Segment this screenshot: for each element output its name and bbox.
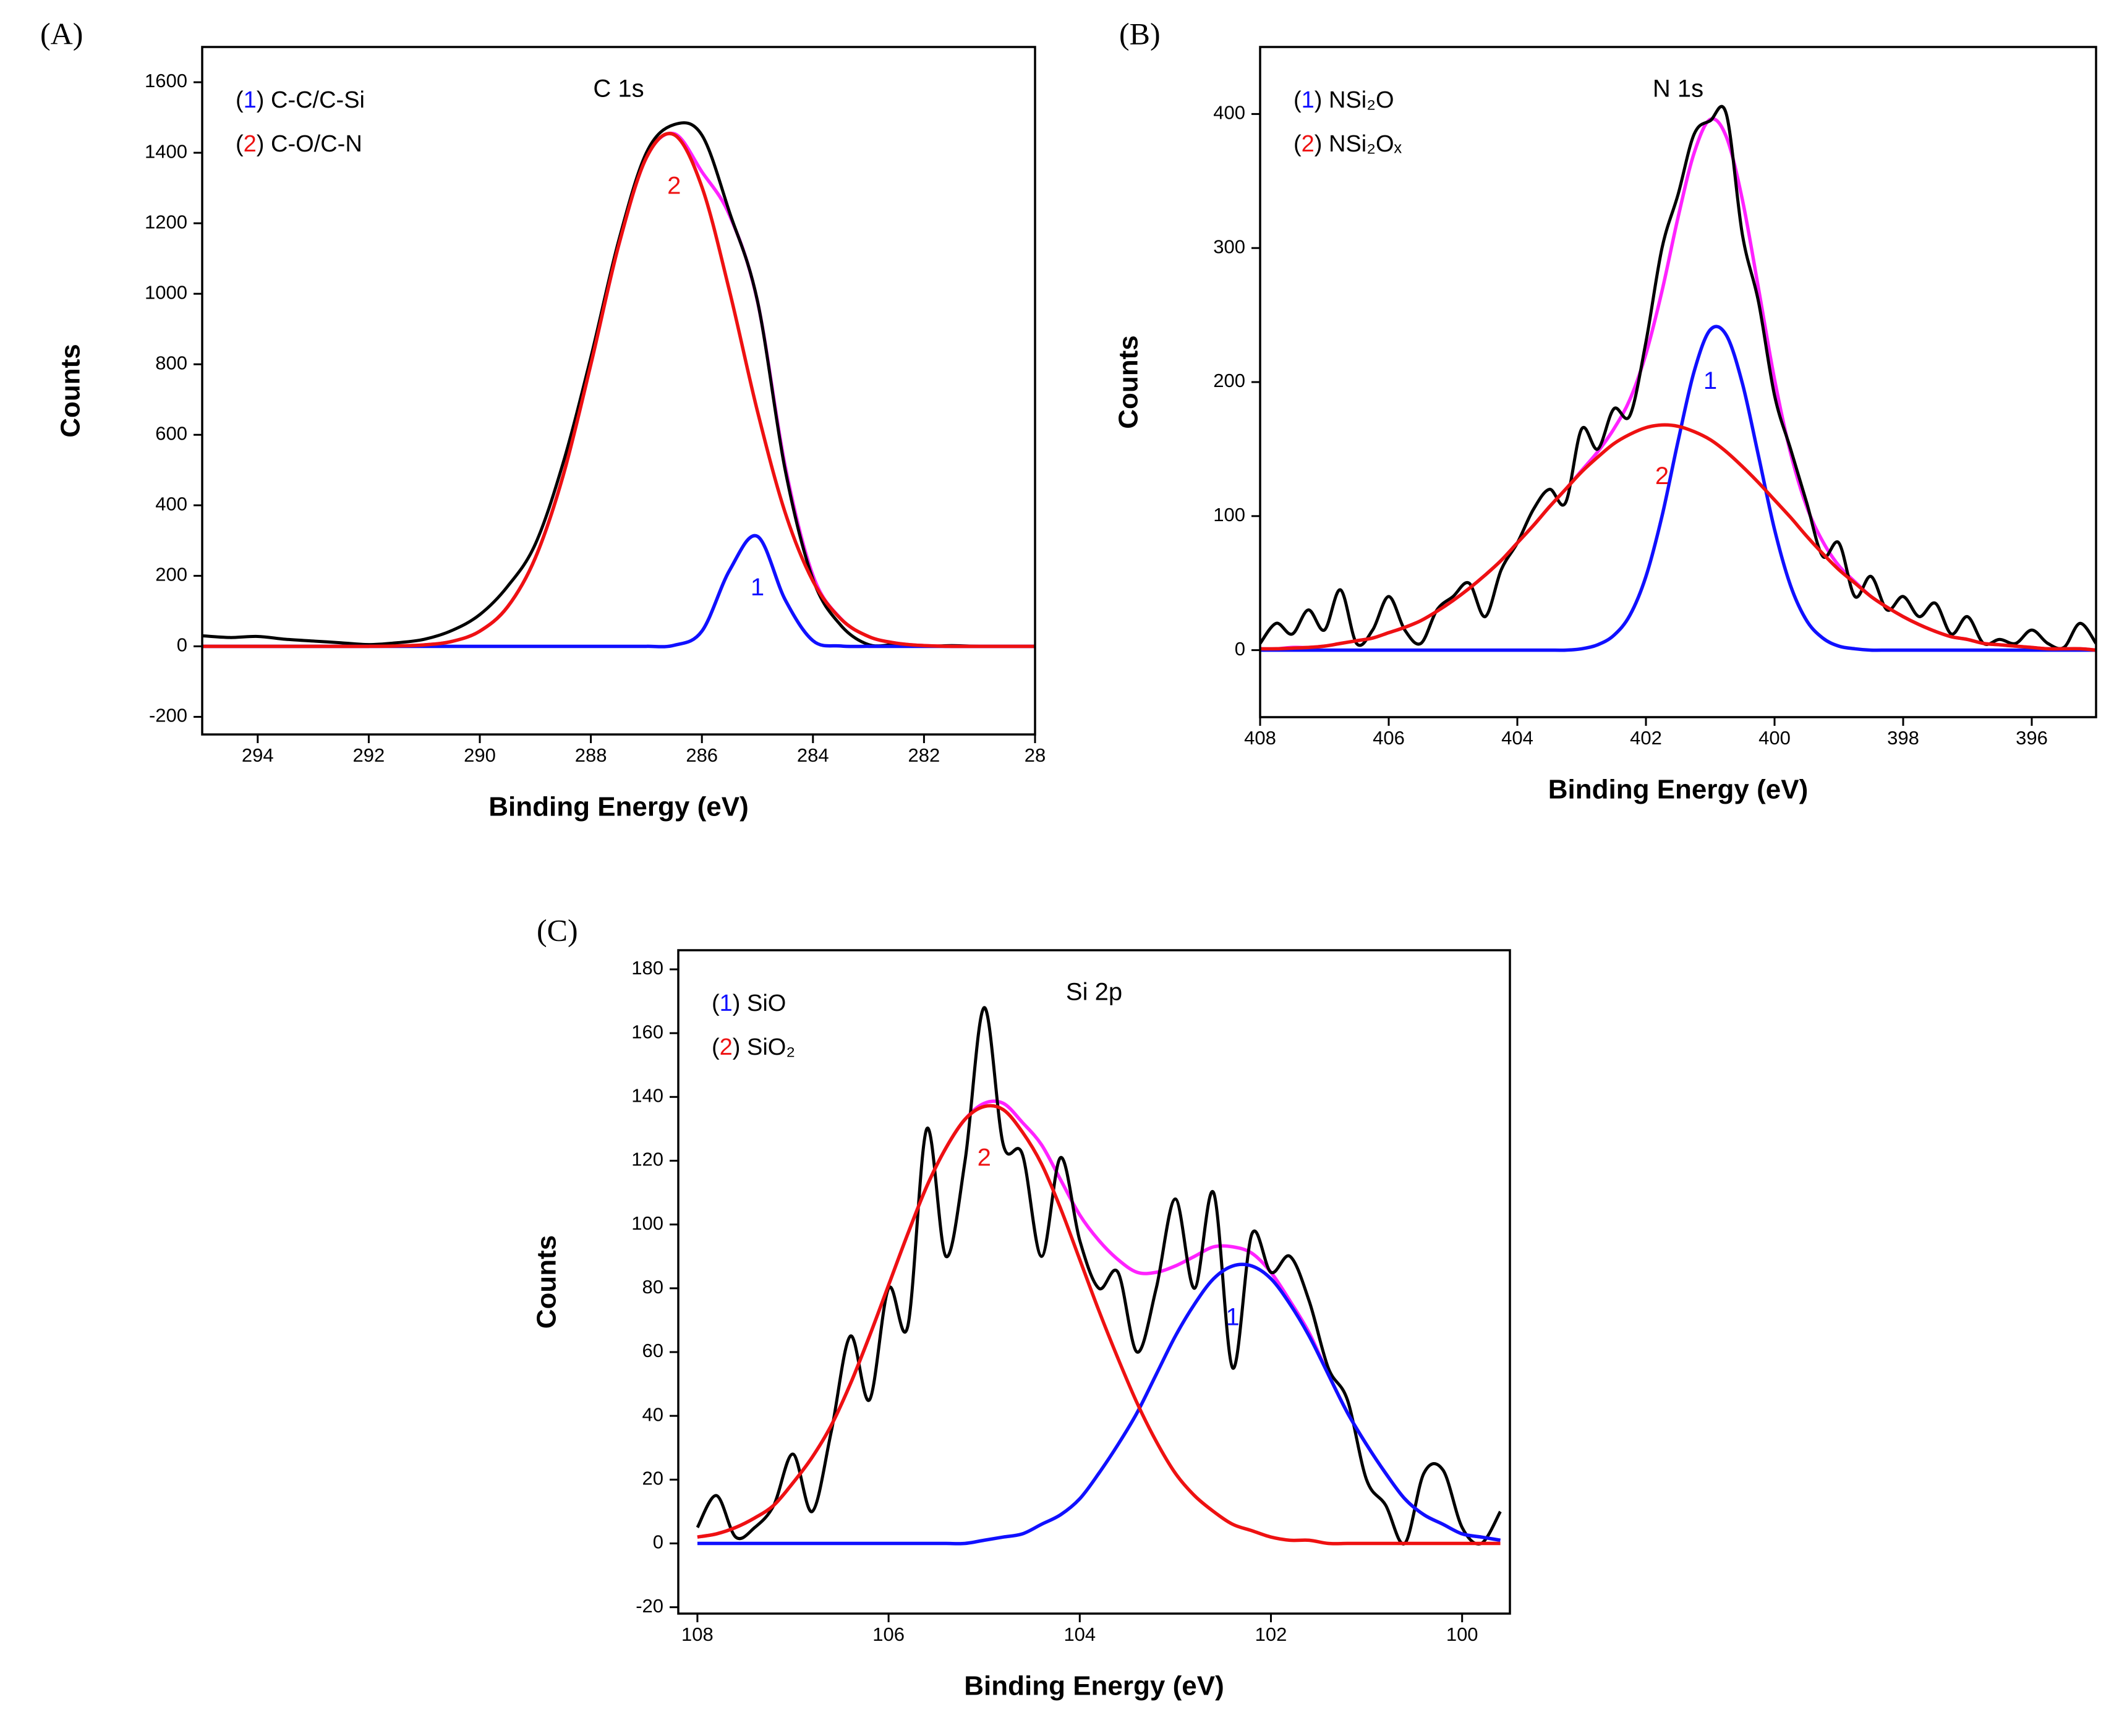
x-tick-label: 292 (353, 744, 385, 766)
spectrum-line (1260, 104, 2096, 650)
peak-label: 2 (1655, 462, 1669, 490)
chart-title: C 1s (593, 75, 644, 103)
component-curve (1260, 325, 2096, 652)
chart-title: N 1s (1653, 75, 1703, 103)
x-tick-label: 402 (1630, 727, 1662, 749)
x-axis-label: Binding Energy (eV) (1548, 775, 1808, 805)
y-tick-label: 1000 (145, 281, 187, 303)
y-tick-label: 200 (155, 564, 187, 585)
y-tick-label: 180 (631, 957, 663, 979)
x-tick-label: 284 (797, 744, 829, 766)
x-tick-label: 104 (1063, 1623, 1096, 1645)
peak-label: 1 (1226, 1303, 1240, 1330)
component-curve (697, 1262, 1501, 1546)
x-tick-label: 398 (1887, 727, 1919, 749)
y-tick-label: 20 (642, 1468, 663, 1489)
y-axis-label: Counts (532, 1235, 562, 1329)
x-tick-label: 286 (686, 744, 718, 766)
y-tick-label: 80 (642, 1276, 663, 1298)
peak-label: 1 (1703, 367, 1717, 394)
plot-frame (201, 46, 1036, 736)
y-tick-label: -20 (636, 1595, 663, 1617)
legend-entry: (1) NSi₂O (1294, 87, 1394, 113)
component-curve (1260, 423, 2096, 652)
x-tick-label: 400 (1758, 727, 1791, 749)
panel-label: (A) (40, 16, 83, 51)
spectrum-line (696, 1006, 1502, 1546)
x-axis-label: Binding Energy (eV) (488, 792, 748, 822)
panel: (C) -20 0 20 40 60 80 100 120 140 160 180 108 106 104 1… (532, 913, 1511, 1701)
panel: (A) -200 0 200 400 600 800 1000 1200 1400 1600 294 2… (40, 16, 1046, 822)
y-tick-label: 400 (1213, 102, 1245, 124)
panel-label: (C) (537, 913, 578, 947)
x-tick-label: 294 (242, 744, 274, 766)
x-tick-label: 406 (1373, 727, 1405, 749)
y-tick-label: 200 (1213, 370, 1245, 391)
y-tick-label: 160 (631, 1021, 663, 1042)
y-tick-label: 800 (155, 352, 187, 373)
y-tick-label: 1400 (145, 140, 187, 162)
y-tick-label: 0 (177, 634, 187, 656)
y-axis-label: Counts (56, 344, 86, 438)
legend-entry: (1) SiO (712, 990, 786, 1016)
x-tick-label: 288 (575, 744, 607, 766)
y-tick-label: 60 (642, 1340, 663, 1361)
peak-label: 2 (667, 172, 681, 200)
legend-entry: (2) C-O/C-N (236, 131, 362, 157)
component-curve (202, 132, 1035, 649)
x-tick-label: 408 (1244, 727, 1276, 749)
y-tick-label: 600 (155, 422, 187, 444)
x-tick-label: 100 (1446, 1623, 1478, 1645)
y-tick-label: 120 (631, 1149, 663, 1170)
x-tick-label: 282 (908, 744, 940, 766)
y-tick-label: 100 (1213, 504, 1245, 525)
y-tick-label: 140 (631, 1084, 663, 1106)
chart-title: Si 2p (1066, 979, 1122, 1006)
component-curve (697, 1104, 1501, 1546)
peak-label: 1 (751, 574, 764, 601)
y-tick-label: 400 (155, 493, 187, 515)
y-tick-label: 300 (1213, 236, 1245, 257)
x-tick-label: 106 (872, 1623, 905, 1645)
plot-frame (677, 949, 1511, 1615)
y-tick-label: 100 (631, 1212, 663, 1234)
x-tick-label: 404 (1501, 727, 1533, 749)
y-tick-label: -200 (149, 705, 187, 726)
legend-entry: (2) NSi₂Oₓ (1294, 131, 1402, 157)
x-tick-label: 102 (1255, 1623, 1287, 1645)
spectrum-line (202, 121, 1035, 649)
legend-entry: (1) C-C/C-Si (236, 87, 365, 113)
plot-frame (1259, 46, 2097, 718)
component-curve (202, 534, 1035, 649)
x-axis-label: Binding Energy (eV) (964, 1671, 1224, 1701)
y-tick-label: 0 (653, 1531, 663, 1553)
y-tick-label: 0 (1235, 638, 1245, 660)
panel: (B) 0 100 200 300 400 408 406 404 402 400 398 396 1 2 N… (1114, 16, 2097, 805)
x-tick-label: 396 (2016, 727, 2048, 749)
y-axis-label: Counts (1114, 335, 1144, 429)
y-tick-label: 1200 (145, 211, 187, 232)
x-tick-label: 108 (681, 1623, 714, 1645)
legend-entry: (2) SiO₂ (712, 1034, 795, 1060)
y-tick-label: 40 (642, 1403, 663, 1425)
peak-label: 2 (978, 1144, 991, 1171)
x-tick-label: 290 (464, 744, 496, 766)
x-tick-label: 28 (1025, 744, 1046, 766)
envelope-curve (202, 131, 1035, 649)
panel-label: (B) (1119, 16, 1161, 51)
y-tick-label: 1600 (145, 70, 187, 91)
